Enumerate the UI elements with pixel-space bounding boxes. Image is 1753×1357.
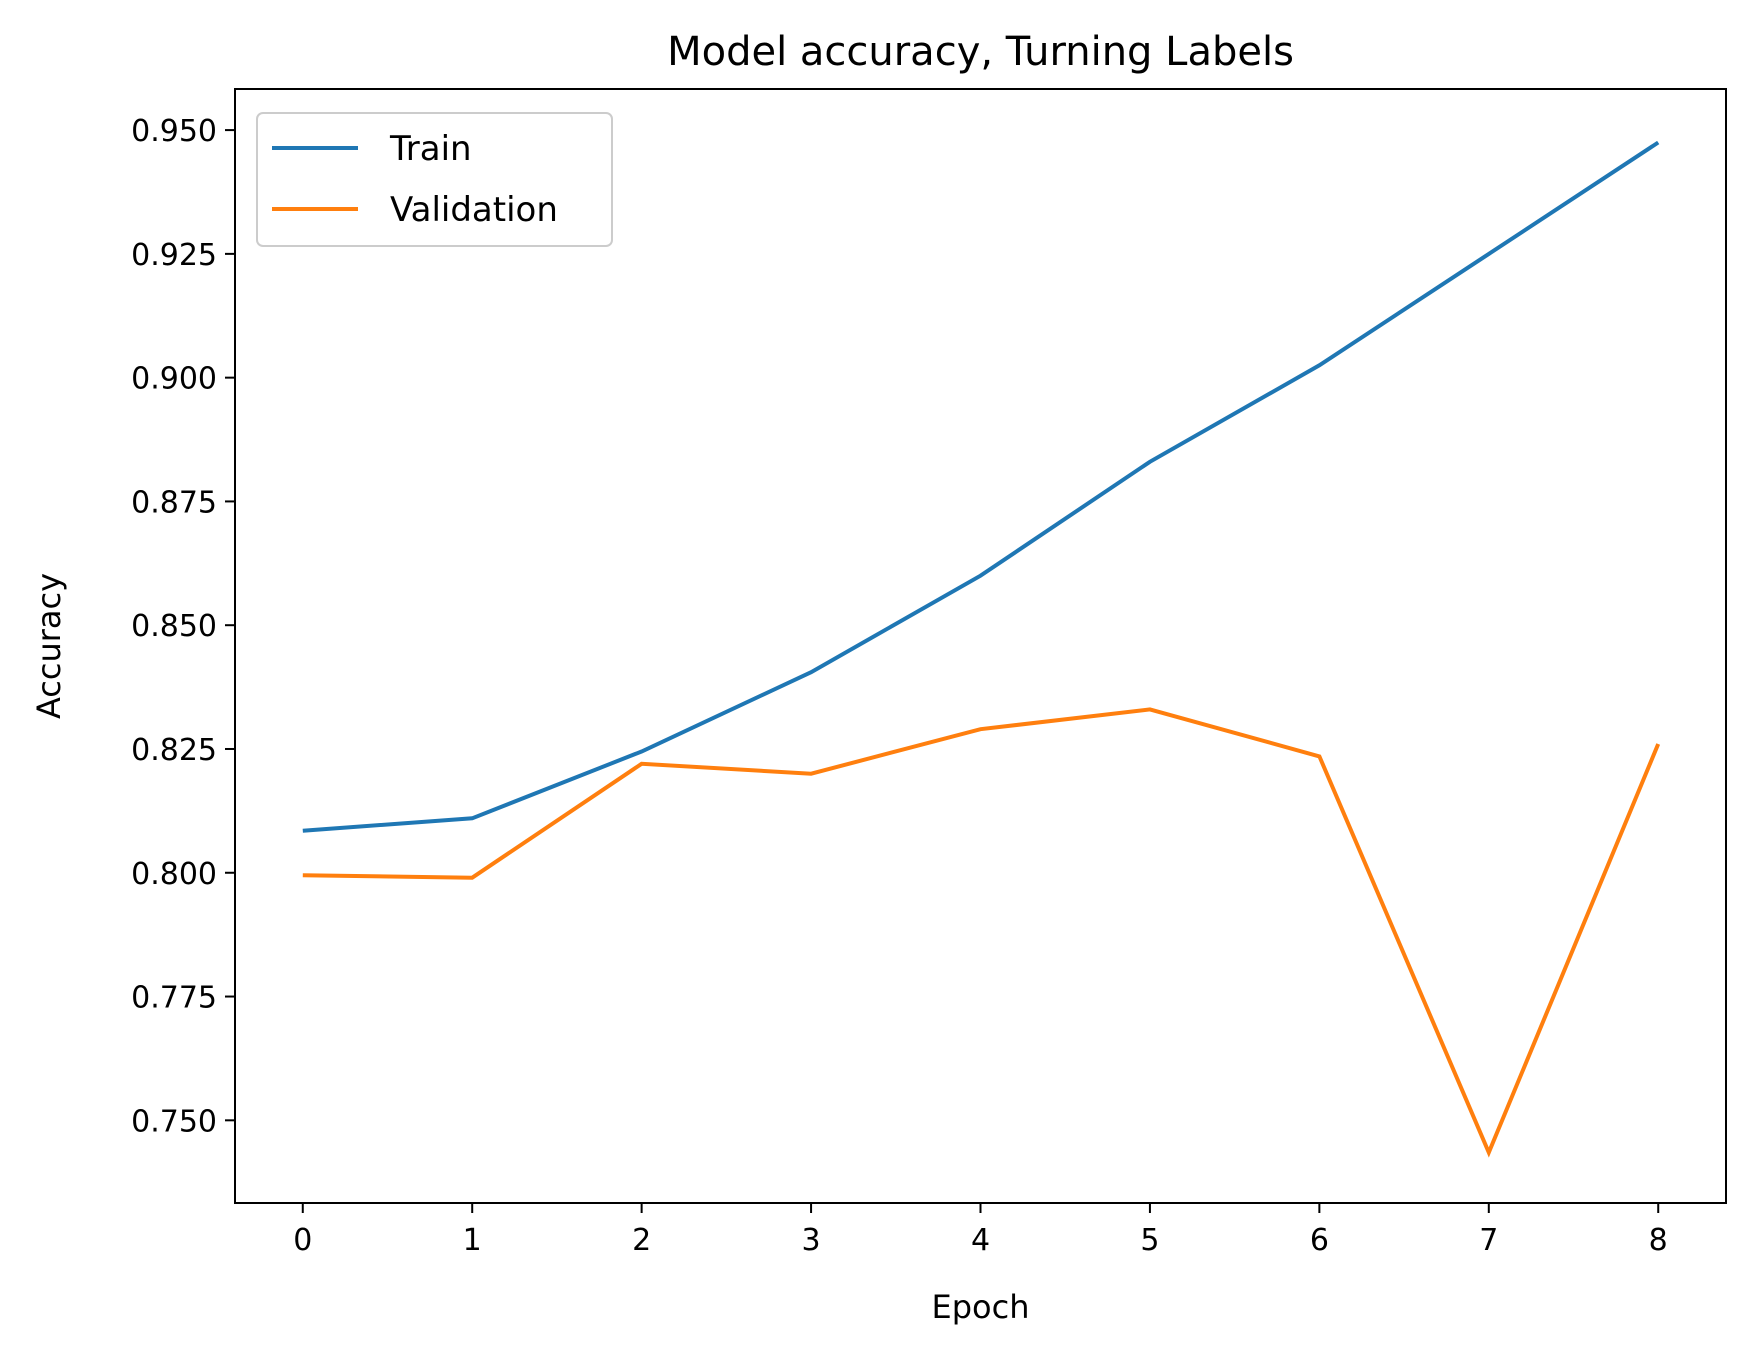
y-tick-label: 0.900	[131, 362, 217, 397]
x-tick-label: 7	[1479, 1223, 1498, 1258]
y-tick-label: 0.850	[131, 609, 217, 644]
x-axis-ticks: 0 1 2 3 4 5 6 7 8	[293, 1203, 1668, 1258]
x-axis-label: Epoch	[932, 1288, 1030, 1326]
x-tick-label: 8	[1649, 1223, 1668, 1258]
plot-layer	[302, 140, 1661, 1158]
x-tick-label: 4	[971, 1223, 990, 1258]
y-tick-label: 0.800	[131, 857, 217, 892]
x-tick-label: 6	[1310, 1223, 1329, 1258]
x-tick-label: 5	[1140, 1223, 1159, 1258]
y-tick-label: 0.750	[131, 1104, 217, 1139]
series-line-validation	[302, 707, 1661, 1158]
series-line-train	[302, 140, 1660, 833]
chart-title: Model accuracy, Turning Labels	[667, 29, 1294, 75]
y-tick-label: 0.825	[131, 733, 217, 768]
y-axis-ticks: 0.750 0.775 0.800 0.825 0.850 0.875 0.900 0.925…	[131, 114, 235, 1139]
legend: Train Validation	[256, 112, 613, 247]
legend-label-train: Train	[389, 129, 472, 169]
x-tick-label: 2	[632, 1223, 651, 1258]
y-tick-label: 0.775	[131, 981, 217, 1016]
plot-frame	[234, 88, 1727, 1204]
y-tick-label: 0.875	[131, 485, 217, 520]
y-tick-label: 0.950	[131, 114, 217, 149]
y-tick-label: 0.925	[131, 238, 217, 273]
x-tick-label: 1	[463, 1223, 482, 1258]
y-axis-label: Accuracy	[30, 573, 68, 719]
legend-label-validation: Validation	[390, 190, 558, 230]
x-tick-label: 0	[293, 1223, 312, 1258]
x-tick-label: 3	[802, 1223, 821, 1258]
